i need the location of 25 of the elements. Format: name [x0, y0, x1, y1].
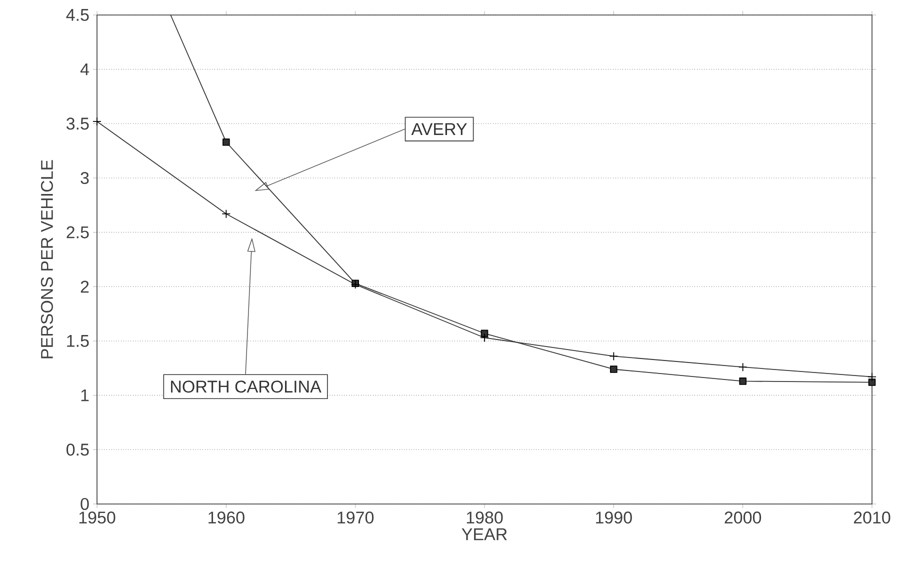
y-tick-label: 4 — [80, 63, 89, 76]
y-tick-label: 3.5 — [66, 118, 89, 130]
y-tick-label: 0 — [80, 498, 89, 510]
y-tick-label: 0.5 — [66, 444, 89, 456]
x-tick-label: 1980 — [466, 512, 503, 524]
y-tick-label: 3 — [80, 172, 89, 184]
y-tick-label: 1 — [81, 389, 89, 402]
point — [739, 378, 746, 385]
point — [222, 138, 230, 146]
point — [868, 378, 876, 386]
text: NORTH CAROLINA — [171, 380, 322, 393]
y-axis-title: PERSONS PER VEHICLE — [40, 160, 53, 358]
x-tick-label: 1960 — [208, 512, 244, 524]
y-tick-label: 2.5 — [66, 226, 89, 238]
x-tick-label: 2000 — [724, 512, 762, 524]
y-tick-label: 2 — [80, 280, 89, 293]
x-tick-label: 1990 — [596, 512, 632, 524]
x-tick-label: 2010 — [854, 512, 890, 524]
x-axis-title: YEAR — [462, 528, 507, 540]
text: AVERY — [411, 123, 467, 135]
point — [610, 366, 618, 373]
x-tick-label: 1950 — [79, 512, 116, 524]
y-tick-label: 4.5 — [66, 9, 89, 21]
y-tick-label: 1.5 — [67, 335, 89, 347]
x-tick-label: 1970 — [338, 512, 374, 524]
